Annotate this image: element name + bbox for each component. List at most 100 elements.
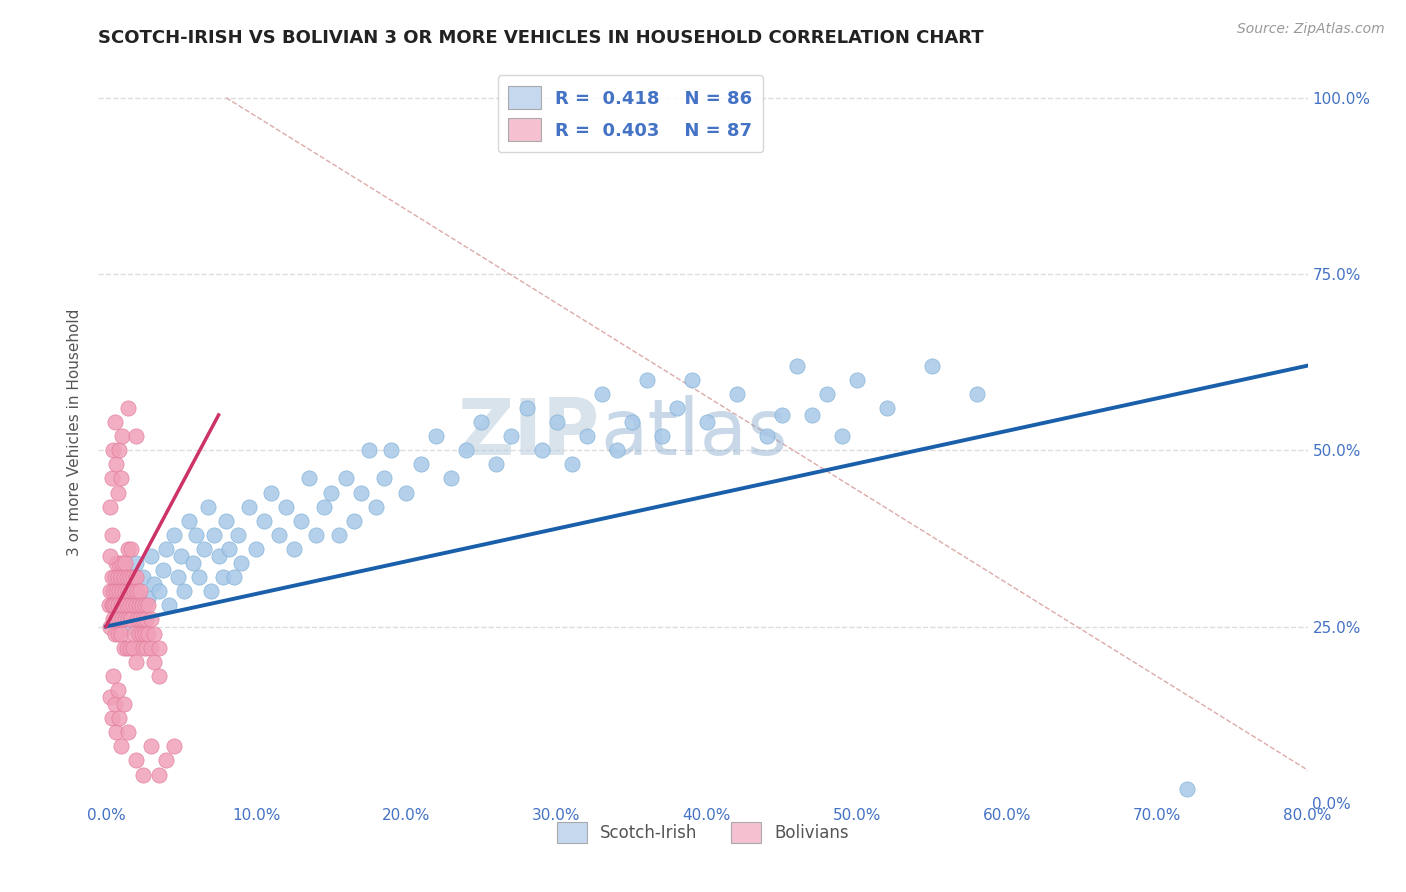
Point [111, 612, 134, 626]
Point [173, 584, 195, 599]
Point [380, 443, 402, 458]
Point [184, 528, 207, 542]
Point [335, 471, 357, 485]
Point [606, 443, 628, 458]
Point [128, 626, 150, 640]
Point [226, 528, 249, 542]
Point [786, 359, 808, 373]
Point [167, 570, 190, 584]
Point [620, 415, 643, 429]
Point [107, 485, 129, 500]
Point [127, 584, 149, 599]
Point [591, 387, 613, 401]
Point [170, 549, 193, 563]
Point [200, 584, 222, 599]
Point [108, 443, 131, 458]
Point [136, 599, 159, 613]
Point [312, 500, 335, 514]
Point [125, 570, 148, 584]
Point [222, 570, 245, 584]
Point [815, 387, 838, 401]
Point [100, 500, 122, 514]
Point [501, 429, 523, 443]
Point [117, 725, 139, 739]
Point [129, 612, 152, 626]
Point [117, 541, 139, 556]
Point [139, 739, 162, 754]
Point [425, 429, 447, 443]
Point [111, 429, 134, 443]
Point [107, 626, 129, 640]
Point [155, 541, 177, 556]
Point [350, 485, 373, 500]
Point [118, 640, 141, 655]
Point [101, 599, 124, 613]
Point [114, 612, 136, 626]
Point [105, 584, 128, 599]
Point [215, 514, 238, 528]
Point [110, 471, 132, 485]
Point [112, 570, 135, 584]
Point [357, 443, 380, 458]
Point [148, 640, 170, 655]
Point [128, 599, 150, 613]
Point [110, 570, 132, 584]
Point [283, 541, 305, 556]
Point [105, 725, 128, 739]
Point [921, 359, 943, 373]
Point [212, 570, 235, 584]
Point [110, 626, 132, 640]
Point [143, 577, 166, 591]
Point [122, 570, 145, 584]
Point [108, 556, 131, 570]
Point [575, 429, 598, 443]
Point [132, 570, 155, 584]
Point [112, 599, 135, 613]
Point [253, 514, 276, 528]
Point [112, 640, 135, 655]
Point [636, 373, 658, 387]
Text: SCOTCH-IRISH VS BOLIVIAN 3 OR MORE VEHICLES IN HOUSEHOLD CORRELATION CHART: SCOTCH-IRISH VS BOLIVIAN 3 OR MORE VEHIC… [98, 29, 984, 47]
Point [122, 619, 145, 633]
Point [103, 599, 125, 613]
Point [135, 612, 157, 626]
Text: Source: ZipAtlas.com: Source: ZipAtlas.com [1237, 22, 1385, 37]
Point [105, 612, 128, 626]
Point [132, 640, 155, 655]
Point [128, 599, 150, 613]
Point [122, 640, 145, 655]
Point [105, 556, 128, 570]
Point [103, 612, 125, 626]
Point [118, 570, 141, 584]
Point [665, 401, 688, 415]
Point [107, 570, 129, 584]
Point [125, 655, 148, 669]
Point [177, 514, 200, 528]
Point [101, 528, 124, 542]
Point [245, 541, 267, 556]
Point [152, 563, 174, 577]
Point [162, 739, 184, 754]
Point [124, 584, 146, 599]
Point [100, 690, 122, 704]
Point [115, 599, 138, 613]
Point [485, 458, 508, 472]
Y-axis label: 3 or more Vehicles in Household: 3 or more Vehicles in Household [67, 309, 83, 557]
Point [110, 739, 132, 754]
Point [121, 541, 143, 556]
Point [238, 500, 260, 514]
Point [148, 584, 170, 599]
Point [117, 401, 139, 415]
Point [117, 612, 139, 626]
Point [103, 443, 125, 458]
Point [101, 570, 124, 584]
Point [148, 669, 170, 683]
Point [267, 528, 290, 542]
Point [111, 556, 134, 570]
Point [134, 626, 156, 640]
Point [136, 591, 159, 606]
Point [101, 471, 124, 485]
Point [276, 500, 298, 514]
Point [117, 584, 139, 599]
Point [118, 599, 141, 613]
